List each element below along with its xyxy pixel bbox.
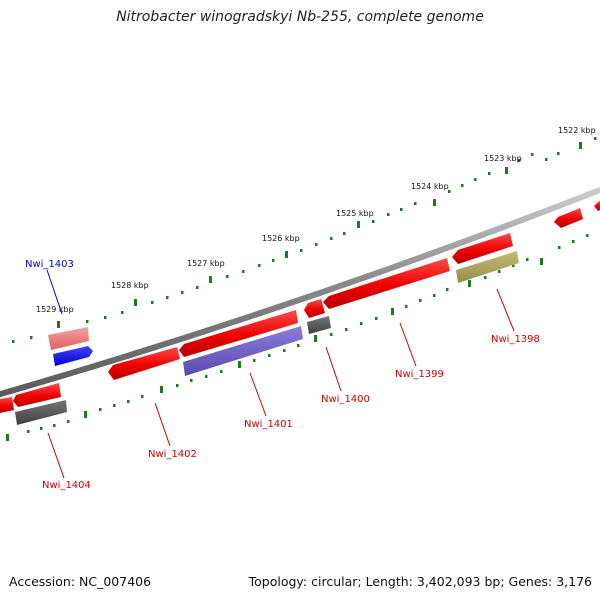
gene-label[interactable]: Nwi_1398	[491, 334, 540, 345]
gene-feature[interactable]	[48, 327, 89, 350]
gene-feature[interactable]	[307, 316, 331, 334]
outer-scale-ring	[12, 137, 597, 343]
scale-label: 1527 kbp	[187, 259, 225, 268]
scale-label: 1525 kbp	[336, 209, 374, 218]
map-title: Nitrobacter winogradskyi Nb-255, complet…	[116, 9, 484, 25]
gene-label[interactable]: Nwi_1402	[148, 449, 197, 460]
major-tick	[579, 142, 582, 149]
scale-label: 1526 kbp	[262, 234, 300, 243]
gene-label[interactable]: Nwi_1399	[395, 369, 444, 380]
gene-feature[interactable]	[13, 383, 61, 407]
reverse-strand	[15, 251, 519, 425]
gene-feature[interactable]	[183, 326, 303, 376]
gene-label[interactable]: Nwi_1401	[244, 419, 293, 430]
major-tick	[433, 199, 436, 206]
major-tick	[285, 251, 288, 258]
scale-label: 1522 kbp	[558, 126, 596, 135]
scale-label: 1528 kbp	[111, 281, 149, 290]
scale-label: 1523 kbp	[484, 154, 522, 163]
genome-backbone	[0, 186, 600, 398]
leader-line	[47, 432, 65, 479]
leader-line	[249, 372, 267, 417]
leader-line	[325, 346, 342, 392]
scale-label: 1529 kbp	[36, 305, 74, 314]
leader-line	[496, 288, 515, 332]
scale-label: 1524 kbp	[411, 182, 449, 191]
genome-summary-text: Topology: circular; Length: 3,402,093 bp…	[248, 574, 592, 589]
gene-label[interactable]: Nwi_1400	[321, 394, 370, 405]
gene-feature[interactable]	[108, 347, 180, 380]
inner-scale-ring	[6, 234, 589, 441]
major-tick	[134, 299, 137, 306]
gene-feature[interactable]	[456, 251, 519, 283]
gene-feature[interactable]	[594, 201, 600, 211]
gene-feature[interactable]	[304, 299, 325, 318]
accession-text: Accession: NC_007406	[9, 574, 152, 589]
gene-feature[interactable]	[554, 208, 583, 228]
gene-feature[interactable]	[323, 258, 450, 309]
gene-feature[interactable]	[179, 310, 298, 357]
gene-feature[interactable]	[452, 233, 513, 264]
gene-feature[interactable]	[15, 400, 67, 425]
gene-label[interactable]: Nwi_1404	[42, 480, 91, 491]
major-tick	[209, 276, 212, 283]
forward-strand	[0, 201, 600, 413]
major-tick	[505, 167, 508, 174]
major-tick	[357, 221, 360, 228]
gene-label-highlighted[interactable]: Nwi_1403	[25, 259, 74, 270]
leader-line	[46, 269, 63, 315]
leader-line	[154, 402, 171, 447]
leader-line	[399, 322, 417, 367]
major-tick	[57, 321, 60, 328]
gene-feature-highlighted[interactable]	[53, 346, 93, 366]
gene-feature[interactable]	[0, 397, 14, 413]
